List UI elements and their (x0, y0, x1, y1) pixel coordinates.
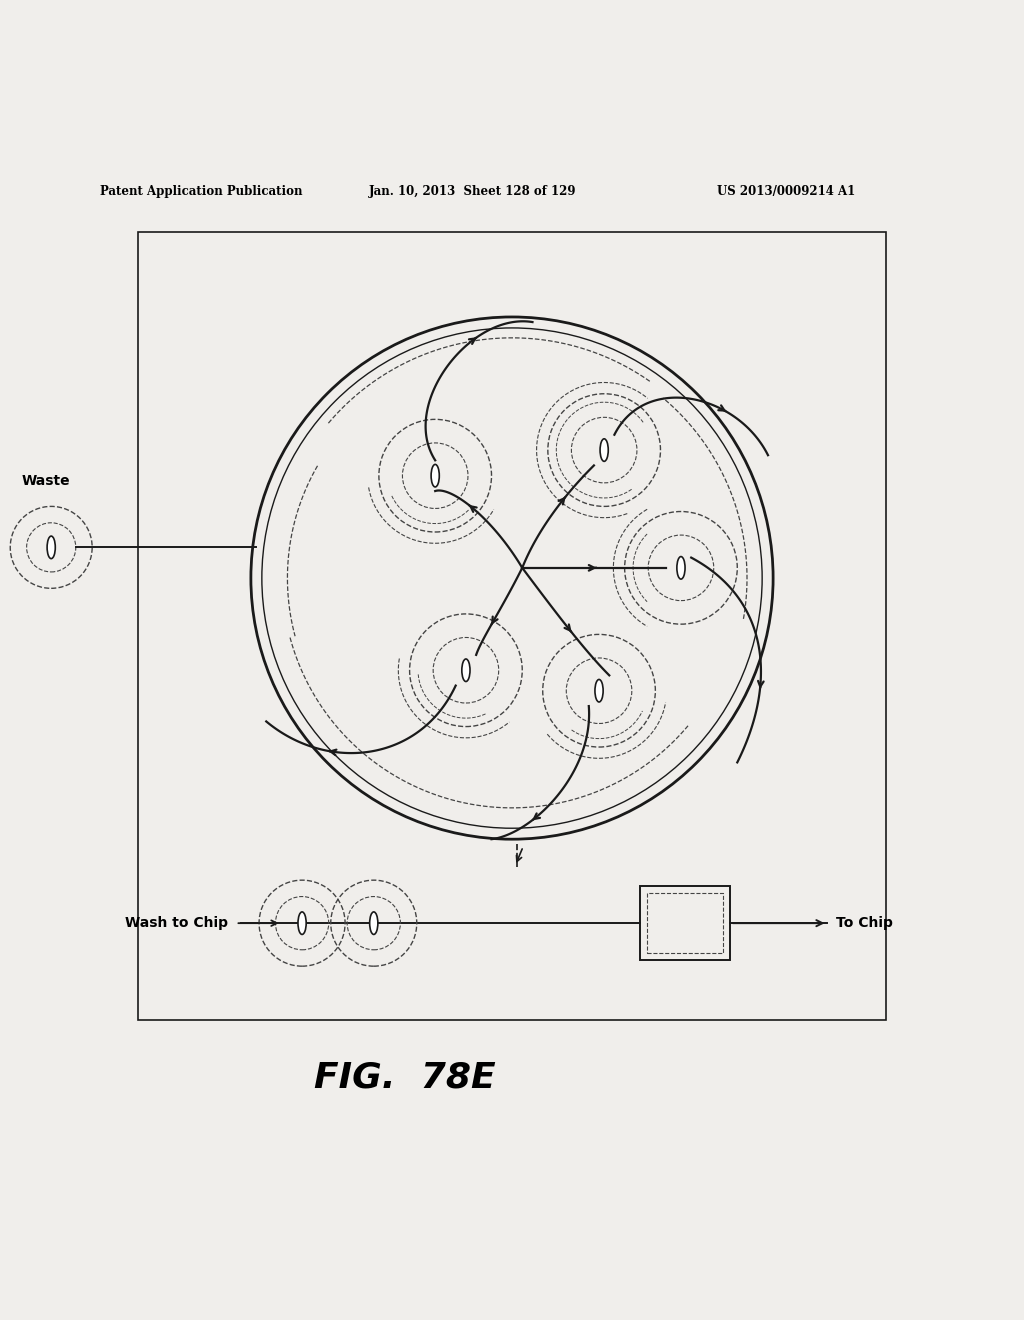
Ellipse shape (677, 557, 685, 579)
Text: Wash to Chip: Wash to Chip (125, 916, 228, 931)
Bar (138, 232, 886, 1020)
Bar (647, 894, 723, 953)
Ellipse shape (595, 680, 603, 702)
Ellipse shape (47, 536, 55, 558)
Text: To Chip: To Chip (836, 916, 893, 931)
Text: FIG.  78E: FIG. 78E (313, 1061, 496, 1094)
Ellipse shape (370, 912, 378, 935)
Ellipse shape (431, 465, 439, 487)
Ellipse shape (462, 659, 470, 681)
Text: Patent Application Publication: Patent Application Publication (100, 185, 303, 198)
Text: US 2013/0009214 A1: US 2013/0009214 A1 (717, 185, 855, 198)
Bar (640, 886, 730, 960)
Text: Waste: Waste (22, 474, 71, 488)
Ellipse shape (298, 912, 306, 935)
Text: Jan. 10, 2013  Sheet 128 of 129: Jan. 10, 2013 Sheet 128 of 129 (369, 185, 577, 198)
Ellipse shape (600, 438, 608, 462)
